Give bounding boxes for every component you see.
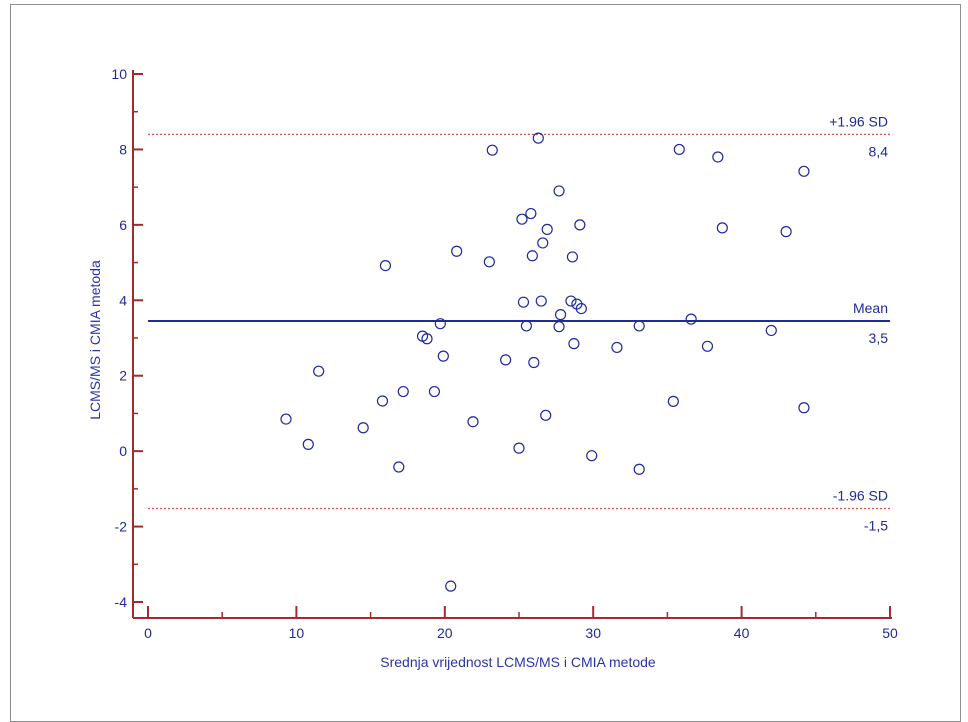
data-point	[357, 422, 369, 434]
data-point	[526, 250, 538, 262]
data-point	[568, 338, 580, 350]
upper-limit-value: 8,4	[869, 143, 889, 159]
y-tick-label: 6	[119, 217, 127, 233]
data-point	[535, 295, 547, 307]
data-point	[451, 245, 463, 257]
y-tick-label: -4	[115, 594, 128, 610]
data-point	[537, 237, 549, 249]
x-tick-label: 40	[734, 625, 750, 641]
data-point	[445, 580, 457, 592]
x-axis-title: Srednja vrijednost LCMS/MS i CMIA metode	[380, 654, 656, 670]
upper-limit-label: +1.96 SD	[829, 113, 888, 129]
lower-limit-value: -1,5	[864, 517, 888, 533]
x-tick-label: 10	[289, 625, 305, 641]
y-axis-title: LCMS/MS i CMIA metoda	[87, 260, 103, 420]
reference-labels: +1.96 SD 8,4 Mean 3,5 -1.96 SD -1,5	[829, 113, 888, 533]
data-point	[566, 251, 579, 263]
data-point	[397, 385, 409, 398]
data-point	[528, 356, 540, 369]
y-tick-label: 2	[119, 368, 127, 384]
y-tick-label: 4	[119, 292, 127, 308]
data-point	[574, 219, 586, 231]
x-tick-label: 50	[882, 625, 898, 641]
data-point	[540, 409, 552, 421]
data-point	[486, 144, 498, 156]
mean-value: 3,5	[869, 330, 889, 346]
data-point	[313, 365, 325, 377]
data-point	[798, 402, 810, 414]
x-tick-label: 0	[144, 625, 152, 641]
y-tick-label: 10	[111, 66, 127, 82]
mean-label: Mean	[853, 300, 888, 316]
y-tick-label: 8	[119, 141, 127, 157]
data-point	[667, 395, 679, 407]
data-point	[798, 165, 810, 177]
data-point	[565, 295, 577, 307]
data-point	[280, 413, 292, 425]
data-point	[500, 354, 512, 366]
data-point	[302, 438, 314, 450]
data-point	[554, 309, 567, 321]
data-point	[575, 302, 587, 315]
data-point	[434, 318, 446, 330]
data-point	[525, 207, 537, 220]
data-point	[532, 132, 544, 144]
chart-frame	[10, 4, 961, 722]
y-tick-label: 0	[119, 443, 127, 459]
data-point	[541, 223, 553, 235]
data-point	[673, 143, 685, 156]
data-point	[553, 321, 565, 333]
x-tick-label: 30	[585, 625, 601, 641]
data-point	[513, 442, 525, 454]
data-point	[553, 185, 565, 197]
data-point	[685, 313, 697, 325]
data-point	[437, 350, 449, 362]
data-point	[483, 256, 495, 268]
data-point	[586, 450, 598, 462]
lower-limit-label: -1.96 SD	[833, 487, 888, 503]
data-point	[379, 259, 392, 272]
reference-lines	[148, 133, 890, 510]
data-point	[421, 333, 433, 345]
data-point	[517, 296, 530, 308]
data-point	[712, 151, 724, 163]
data-point	[633, 463, 645, 475]
data-point	[701, 340, 714, 352]
data-point	[376, 395, 389, 407]
data-point	[780, 226, 792, 238]
x-tick-label: 20	[437, 625, 453, 641]
data-point	[428, 385, 441, 398]
data-point	[633, 320, 645, 332]
data-point	[765, 324, 777, 337]
data-point	[716, 222, 728, 234]
data-points	[280, 132, 810, 592]
y-tick-label: -2	[115, 519, 128, 535]
data-point	[393, 461, 405, 473]
data-point	[611, 341, 623, 354]
axes: -4 -2 0 2 4 6 8 10 0 10 20 30 40 50	[111, 66, 898, 641]
data-point	[516, 213, 528, 225]
data-point	[520, 320, 533, 332]
data-point	[467, 416, 479, 428]
